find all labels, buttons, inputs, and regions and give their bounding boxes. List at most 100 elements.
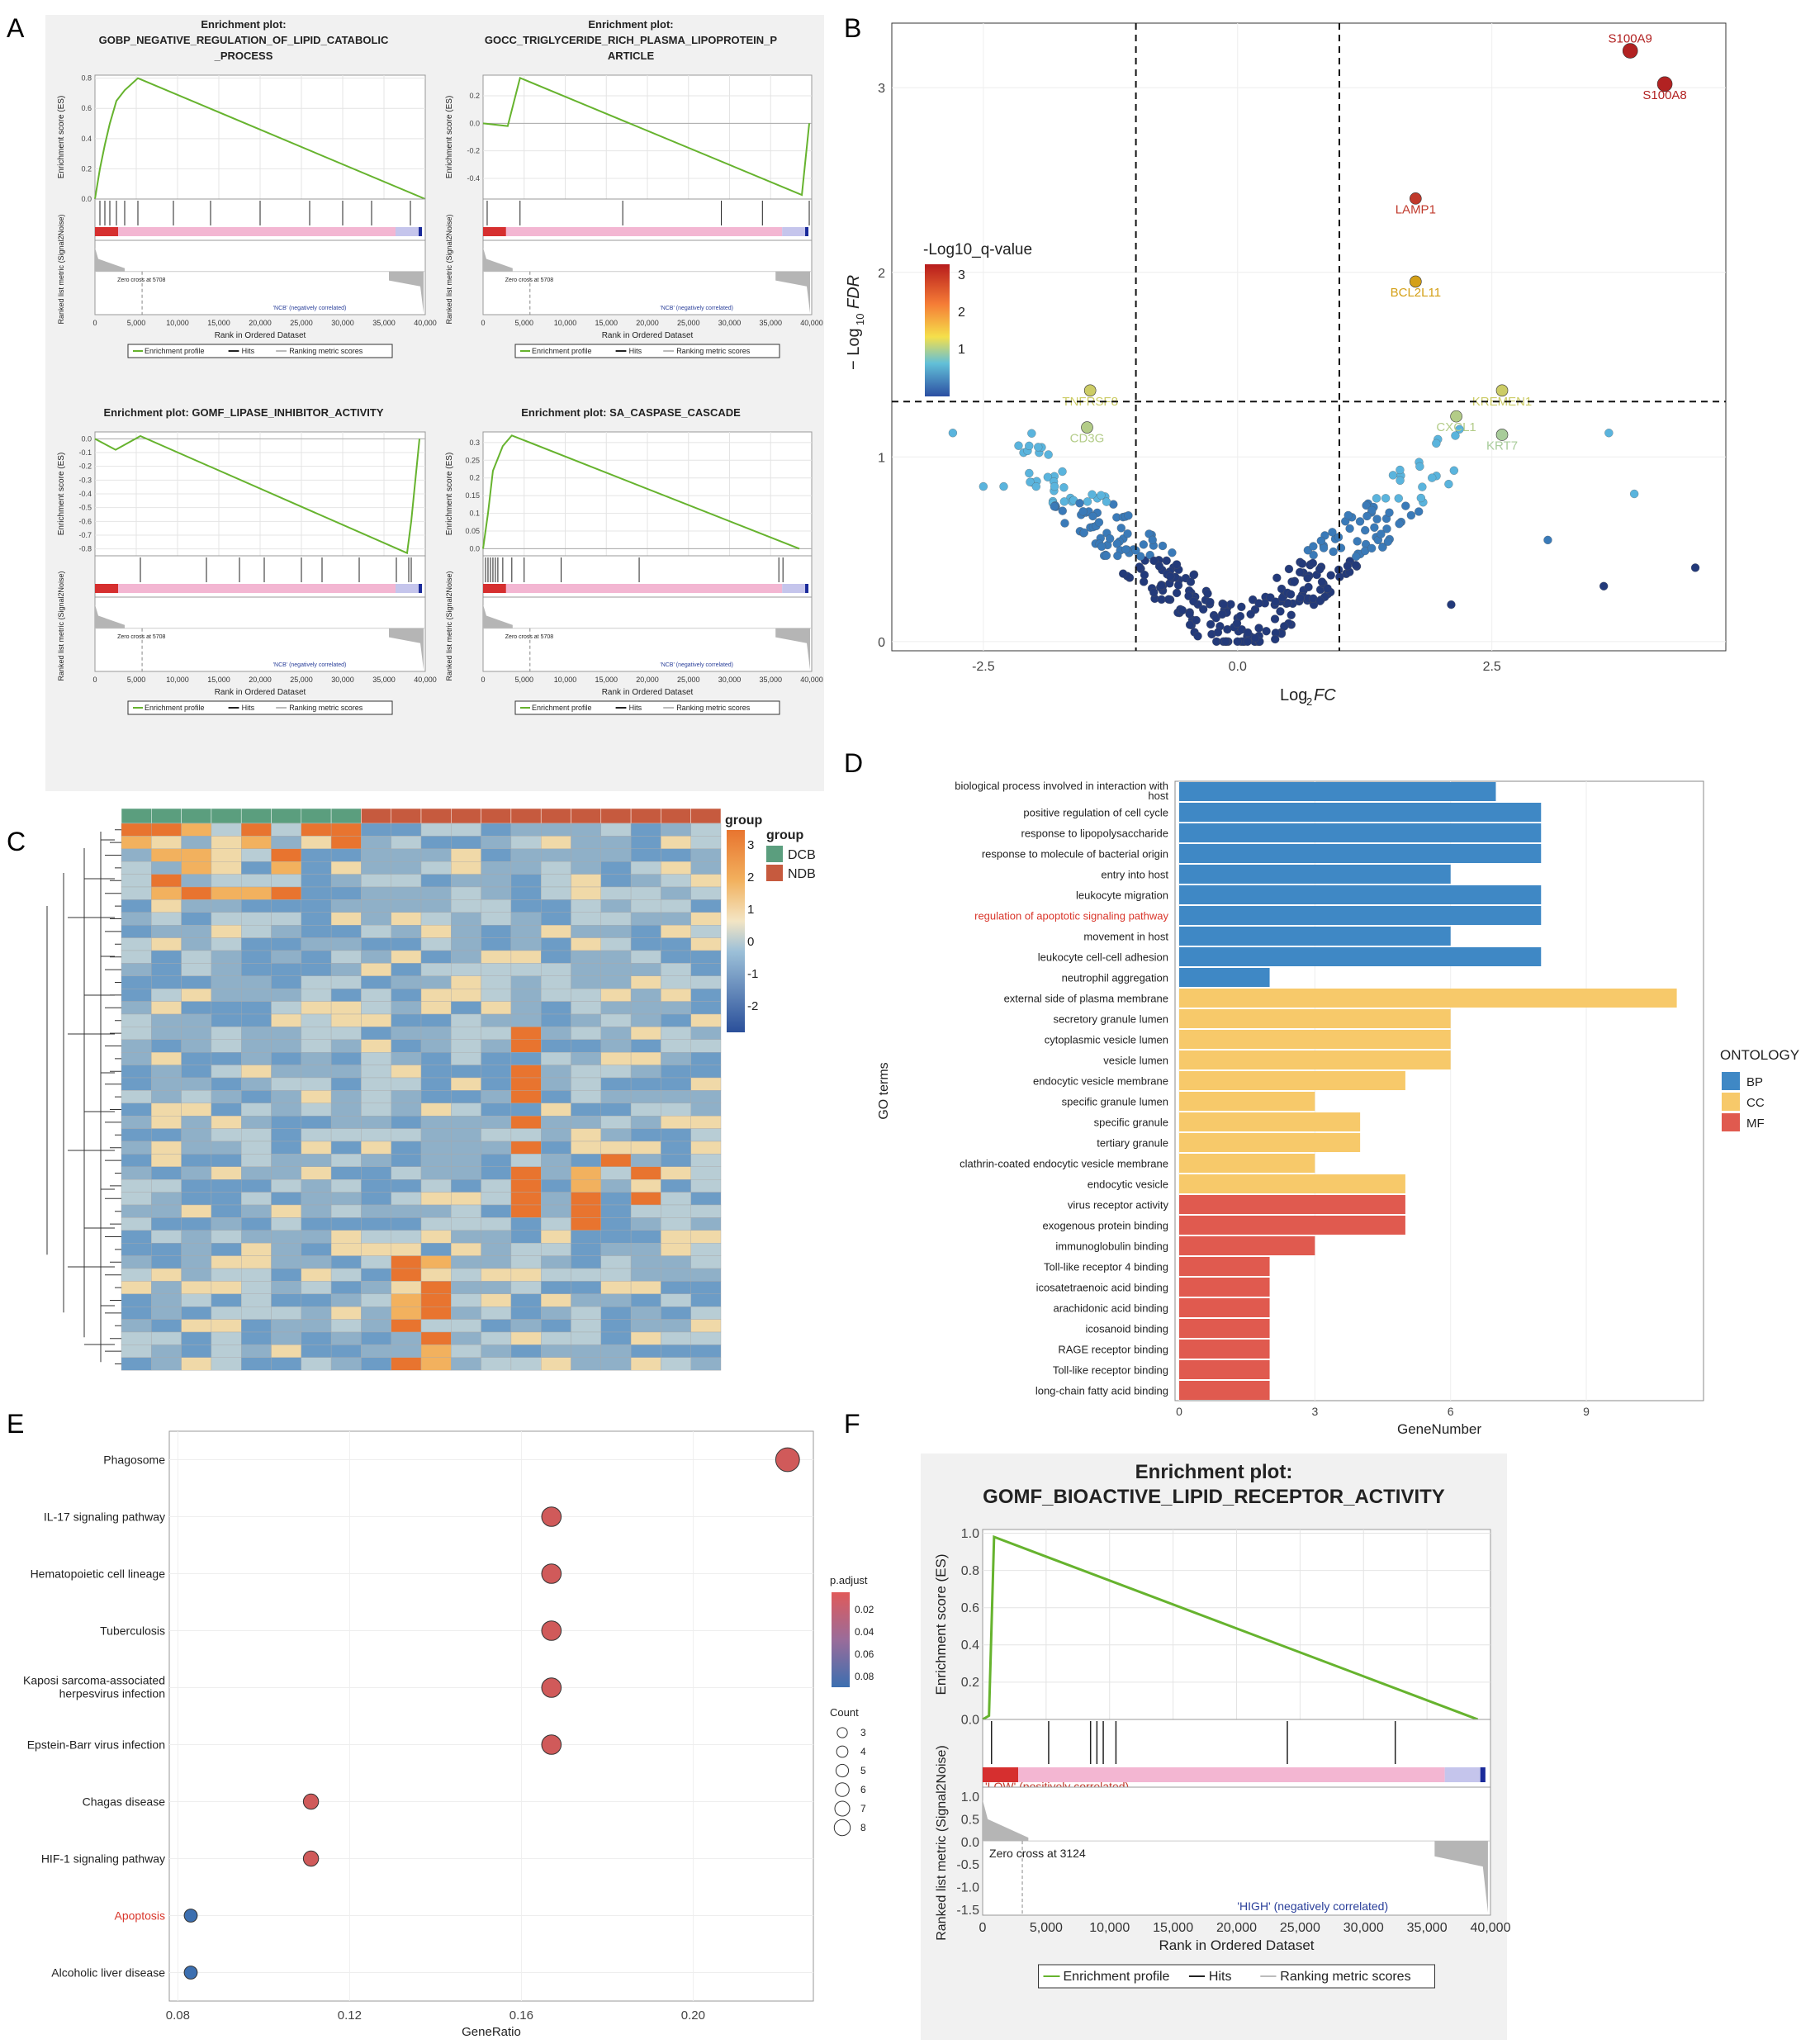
heatmap-cell: [361, 1204, 391, 1218]
heatmap-cell: [661, 1141, 691, 1155]
es-tick-label: 0.8: [961, 1564, 979, 1578]
heatmap-cell: [690, 1179, 722, 1193]
heatmap-cell: [211, 1051, 242, 1065]
heatmap-cell: [151, 1103, 182, 1117]
x-axis-label-subscript: 2: [1306, 695, 1312, 708]
heatmap-cell: [630, 1115, 661, 1129]
volcano-point: [1083, 497, 1092, 506]
heatmap-cell: [301, 1293, 332, 1307]
heatmap-cell: [301, 1166, 332, 1180]
gene-label: BCL2L11: [1391, 286, 1441, 300]
heatmap-cell: [661, 1281, 691, 1295]
heatmap-cell: [151, 975, 182, 989]
heatmap-cell: [420, 1051, 452, 1065]
panel-c-heatmap: group 3 2 1 0 -1 -2 group DCB NDB: [46, 808, 816, 1371]
heatmap-cell: [271, 1217, 301, 1231]
heatmap-cell: [391, 1230, 422, 1244]
volcano-point: [1316, 536, 1325, 545]
heatmap-cell: [661, 861, 691, 875]
volcano-point: [1270, 614, 1280, 624]
heatmap-cell: [121, 1204, 152, 1218]
heatmap-cell: [571, 1115, 601, 1129]
heatmap-cell: [510, 1192, 542, 1206]
heatmap-cell: [181, 1128, 212, 1142]
labeled-gene-point: [1495, 384, 1509, 397]
go-bar: [1179, 1195, 1405, 1214]
heatmap-cell: [571, 1077, 601, 1091]
heatmap-cell: [211, 823, 242, 837]
heatmap-cell: [301, 861, 332, 875]
volcano-point: [1233, 637, 1242, 646]
gene-label: CXCL1: [1436, 420, 1476, 434]
heatmap-cell: [181, 950, 212, 964]
gsea-title-line: Enrichment plot: SA_CASPASE_CASCADE: [521, 406, 741, 419]
heatmap-cell: [391, 950, 422, 964]
go-bar: [1179, 1236, 1315, 1255]
x-tick-label: 20,000: [249, 676, 272, 684]
volcano-point: [1345, 524, 1354, 534]
heatmap-cell: [481, 861, 512, 875]
heatmap-cell: [451, 823, 481, 837]
heatmap-cell: [181, 1331, 212, 1345]
rank-bar-middle: [505, 227, 783, 236]
heatmap-cell: [151, 1051, 182, 1065]
heatmap-cell: [541, 1027, 571, 1041]
heatmap-cell: [481, 1077, 512, 1091]
heatmap-cell: [600, 975, 632, 989]
volcano-point: [979, 481, 988, 491]
metric-negative-area: [775, 271, 811, 314]
rank-bar-middle: [505, 584, 783, 593]
heatmap-cell: [391, 1166, 422, 1180]
volcano-point: [1148, 535, 1157, 544]
heatmap-cell: [361, 950, 391, 964]
rank-axis-label: Ranked list metric (Signal2Noise): [57, 214, 65, 324]
heatmap-cell: [391, 1306, 422, 1320]
volcano-point: [1326, 571, 1335, 580]
heatmap-cell: [391, 899, 422, 913]
volcano-point: [1025, 468, 1034, 478]
volcano-point: [1124, 511, 1133, 520]
volcano-point: [1123, 529, 1132, 538]
heatmap-cell: [661, 1179, 691, 1193]
heatmap-cell: [241, 1357, 272, 1371]
heatmap-cell: [151, 1001, 182, 1015]
heatmap-cell: [510, 1217, 542, 1231]
heatmap-cell: [690, 836, 722, 850]
negative-correlation-label: 'NCB' (negatively correlated): [660, 306, 733, 311]
volcano-point: [1343, 562, 1353, 571]
x-tick-label: 15,000: [595, 676, 618, 684]
heatmap-cell: [330, 1179, 362, 1193]
heatmap-cell: [481, 924, 512, 938]
legend-hits-label: Hits: [629, 347, 642, 355]
heatmap-cell: [181, 1103, 212, 1117]
heatmap-cell: [391, 1090, 422, 1104]
heatmap-cell: [690, 899, 722, 913]
heatmap-cell: [510, 1128, 542, 1142]
heatmap-cell: [211, 1230, 242, 1244]
heatmap-cell: [301, 1154, 332, 1168]
heatmap-cell: [420, 836, 452, 850]
volcano-point: [1172, 588, 1182, 598]
heatmap-cell: [241, 1306, 272, 1320]
heatmap-cell: [361, 912, 391, 926]
heatmap-cell: [690, 1344, 722, 1359]
heatmap-cell: [211, 1179, 242, 1193]
heatmap-cell: [151, 1027, 182, 1041]
es-axis-label: Enrichment score (ES): [933, 1554, 949, 1695]
heatmap-cell: [420, 1077, 452, 1091]
heatmap-cell: [151, 937, 182, 951]
volcano-point: [1058, 467, 1067, 477]
heatmap-cell: [211, 1192, 242, 1206]
heatmap-scale-tick: 1: [747, 903, 754, 917]
gsea-title-line: GOMF_BIOACTIVE_LIPID_RECEPTOR_ACTIVITY: [983, 1486, 1445, 1508]
heatmap-cell: [420, 1242, 452, 1256]
heatmap-cell: [330, 836, 362, 850]
heatmap-cell: [330, 1001, 362, 1015]
y-tick-label: 3: [878, 82, 885, 96]
heatmap-cell: [241, 1344, 272, 1359]
heatmap-cell: [661, 1319, 691, 1333]
heatmap-cell: [510, 1103, 542, 1117]
heatmap-cell: [361, 1344, 391, 1359]
heatmap-cell: [571, 1154, 601, 1168]
heatmap-cell: [510, 937, 542, 951]
